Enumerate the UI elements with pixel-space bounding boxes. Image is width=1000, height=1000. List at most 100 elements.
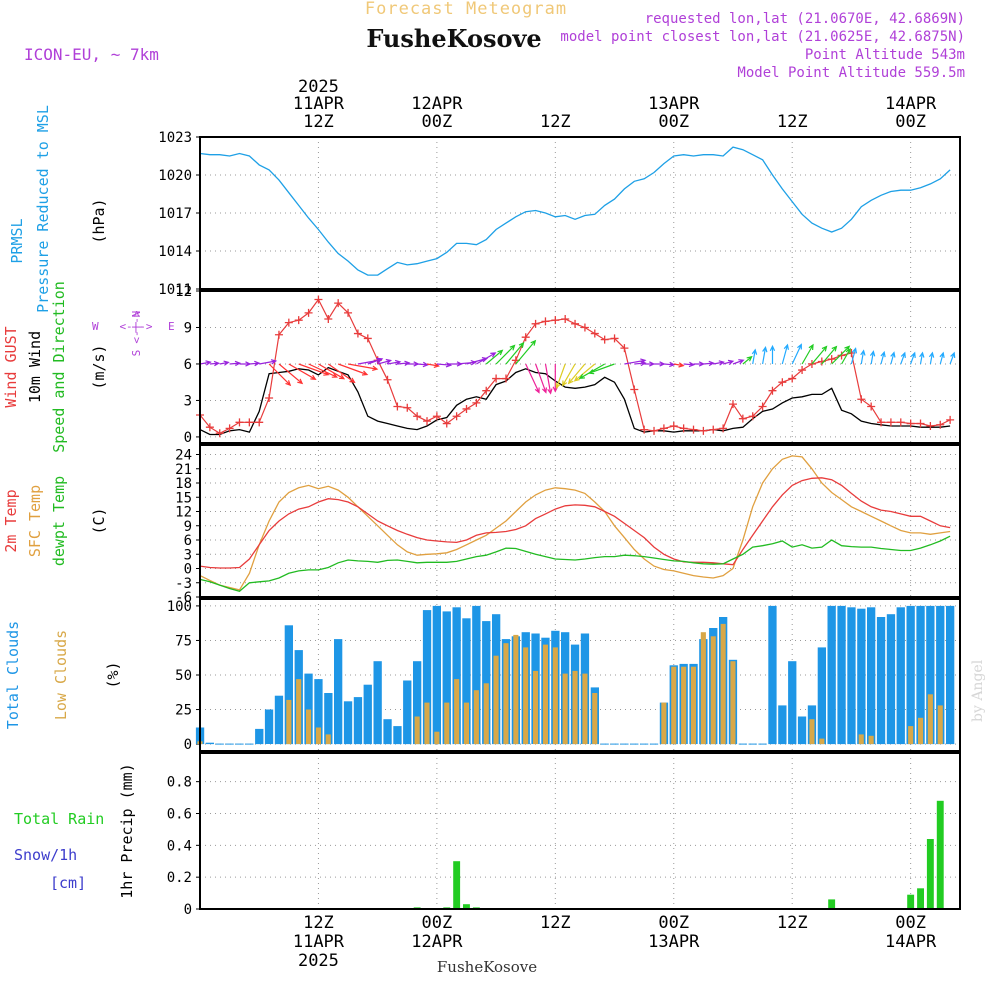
total-cloud-bar [936, 605, 945, 745]
temperature-unit-label: (C) [90, 507, 108, 534]
pressure-unit-label: (hPa) [90, 198, 108, 243]
low-cloud-bar [552, 647, 558, 745]
wind-gust-point [640, 425, 649, 434]
low-cloud-bar [572, 670, 578, 745]
total-cloud-bar [876, 617, 886, 745]
top-time-label: 12Z [777, 112, 808, 132]
wind-gust-point [827, 355, 836, 364]
wind-direction-arrow [578, 363, 605, 379]
low-cloud-bar [681, 666, 687, 745]
wind-direction-arrow [573, 363, 596, 382]
wind-gust-point [423, 417, 432, 426]
bottom-year-label: 2025 [298, 951, 339, 971]
low-cloud-bar [325, 734, 331, 745]
wind-gust-point [590, 329, 599, 338]
panels: 1011 1014 1017 1020 1023 PRMSL Pressure Reduce… [2, 105, 961, 918]
wind-direction-arrow [732, 359, 745, 365]
wind-direction-arrow [288, 363, 317, 380]
total-cloud-bar [343, 701, 353, 745]
low-cloud-bar [503, 643, 509, 745]
wind-direction-arrow [219, 360, 230, 366]
wind-direction-arrow [722, 359, 735, 366]
wind-direction-arrow [801, 343, 814, 365]
wind-label-line: Speed and Direction [50, 281, 68, 453]
wind-gust-point [699, 426, 708, 435]
wind-gust-point [324, 314, 333, 323]
temp-sfc-line [199, 455, 951, 591]
footer-location: FusheKosove [437, 958, 537, 976]
wind-gust-point [906, 419, 915, 428]
wind-gust-point [679, 424, 688, 433]
wind-gust-point [383, 375, 392, 384]
wind-gust-point [541, 317, 550, 326]
wind-gust-point [284, 318, 293, 327]
clouds-unit-label: (%) [104, 661, 122, 688]
wind-direction-arrow [769, 344, 776, 364]
wind-direction-arrow [318, 363, 346, 380]
y-tick-label: 3 [184, 393, 192, 409]
rain-label: Total Rain [14, 810, 104, 828]
total-cloud-bar [906, 605, 915, 745]
compass-south-label: S [130, 350, 143, 357]
total-cloud-bar [205, 742, 214, 745]
y-tick-label: 1020 [158, 168, 192, 184]
wind-compass-key: N S W E <-|-><-|-> [92, 310, 175, 356]
total-cloud-bar [314, 679, 323, 744]
low-cloud-bar [286, 699, 292, 745]
pressure-line [199, 146, 951, 276]
total-cloud-bar [797, 716, 807, 745]
total-cloud-bar [886, 614, 896, 745]
total-cloud-bar [432, 605, 441, 745]
low-cloud-bar [315, 727, 321, 745]
total-cloud-bar [472, 605, 481, 745]
wind-direction-arrow [485, 349, 504, 365]
wind-gust-point [758, 402, 767, 411]
wind-gust-point [403, 403, 412, 412]
wind-gust-point [580, 323, 589, 332]
wind-gust-point [452, 412, 461, 421]
total-cloud-bar [422, 610, 432, 745]
wind-frame [199, 290, 961, 444]
wind-direction-arrow [663, 361, 676, 368]
wind-panel: 0 3 6 9 12 Wind GUST 10m Wind Speed and Directi… [2, 281, 961, 453]
wind-direction-arrow [562, 363, 576, 387]
wind-gust-point [886, 418, 895, 427]
top-time-label: 00Z [422, 112, 453, 132]
low-cloud-bar [523, 647, 529, 745]
wind-direction-arrow [209, 360, 221, 367]
bottom-day-label: 11APR [293, 932, 345, 952]
wind-direction-arrow [683, 361, 696, 368]
total-cloud-bar [847, 607, 856, 745]
wind-label-line: Wind GUST [2, 326, 20, 407]
y-tick-label: -6 [175, 590, 192, 606]
snow-label: Snow/1h [14, 846, 77, 864]
low-cloud-bar [908, 726, 914, 745]
wind-direction-arrow [910, 351, 916, 365]
wind-direction-arrow [377, 358, 393, 365]
wind-direction-arrow [860, 349, 866, 365]
y-tick-label: 0 [184, 430, 192, 446]
wind-gust-point [877, 418, 886, 427]
wind-gust-point [551, 316, 560, 325]
low-cloud-bar [868, 735, 874, 745]
wind-gust-point [778, 378, 787, 387]
top-time-label: 12Z [540, 112, 571, 132]
wind-gust-point [245, 418, 254, 427]
wind-gust-point [738, 414, 747, 423]
y-tick-label: 50 [175, 668, 192, 684]
wind-direction-arrow [693, 361, 705, 367]
wind-direction-arrow [949, 351, 956, 365]
wind-direction-arrow [751, 348, 758, 365]
low-cloud-bar [720, 623, 726, 745]
rain-bar [907, 894, 915, 909]
y-tick-label: -3 [175, 576, 192, 592]
low-cloud-bar [473, 690, 479, 745]
low-cloud-bar [927, 694, 933, 744]
total-cloud-bar [373, 661, 382, 745]
wind-direction-arrow [495, 344, 516, 365]
low-cloud-bar [690, 666, 696, 745]
wind-gust-point [215, 429, 224, 438]
y-tick-label: 6 [184, 533, 192, 549]
temperature-label-line: dewpt Temp [50, 476, 68, 566]
